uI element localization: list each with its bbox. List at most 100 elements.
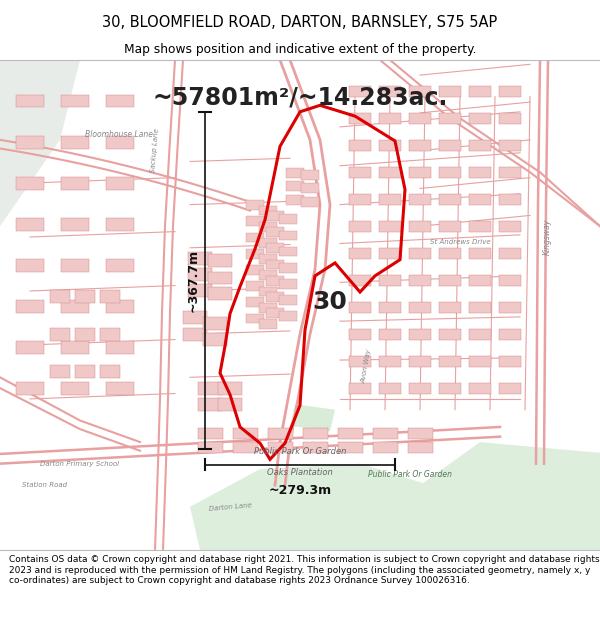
Bar [379,113,401,124]
Bar [499,329,521,339]
Bar [409,86,431,97]
Bar [409,140,431,151]
Bar [301,170,319,180]
Bar [469,302,491,312]
Bar [469,248,491,259]
Bar [259,222,277,232]
Bar [373,428,398,439]
Bar [50,328,70,341]
Bar [301,183,319,192]
Bar [337,442,362,453]
Text: ~57801m²/~14.283ac.: ~57801m²/~14.283ac. [152,86,448,110]
Bar [259,254,277,264]
Bar [469,356,491,366]
Bar [379,221,401,232]
Bar [302,442,328,453]
Bar [499,167,521,177]
Bar [349,113,371,124]
Bar [106,259,134,271]
Bar [499,140,521,151]
Bar [409,275,431,286]
Bar [16,217,44,231]
Bar [439,329,461,339]
Bar [218,382,242,394]
Bar [349,302,371,312]
Text: 30: 30 [313,290,347,314]
Bar [100,290,120,303]
Bar [279,214,297,224]
Bar [203,317,227,330]
Text: Oaks Plantation: Oaks Plantation [267,468,333,477]
Bar [439,86,461,97]
Bar [198,398,222,411]
Bar [259,271,277,280]
Bar [409,167,431,177]
Bar [409,194,431,204]
Bar [407,428,433,439]
Bar [61,94,89,108]
Bar [50,366,70,378]
Bar [16,259,44,271]
Bar [16,382,44,394]
Bar [16,299,44,312]
Text: St Andrews Drive: St Andrews Drive [430,239,491,246]
Bar [379,275,401,286]
Bar [469,167,491,177]
Bar [246,232,264,242]
Bar [246,314,264,323]
Bar [208,254,232,268]
Bar [409,382,431,394]
Bar [266,308,284,318]
Polygon shape [190,464,430,550]
Bar [188,252,212,265]
Bar [75,366,95,378]
Bar [197,428,223,439]
Bar [259,319,277,329]
Bar [409,329,431,339]
Bar [246,298,264,307]
Bar [349,194,371,204]
Bar [439,302,461,312]
Bar [279,263,297,272]
Bar [246,281,264,291]
Bar [106,94,134,108]
Bar [439,167,461,177]
Bar [439,382,461,394]
Bar [266,211,284,221]
Bar [337,428,362,439]
Bar [301,197,319,207]
Bar [61,259,89,271]
Bar [409,248,431,259]
Text: Public Park Or Garden: Public Park Or Garden [368,470,452,479]
Bar [286,181,304,191]
Bar [246,200,264,210]
Bar [16,341,44,354]
Text: Kingsway: Kingsway [542,219,551,255]
Bar [469,221,491,232]
Bar [499,86,521,97]
Bar [439,275,461,286]
Text: Sackup Lane: Sackup Lane [150,128,160,173]
Bar [379,329,401,339]
Bar [259,303,277,312]
Bar [188,268,212,281]
Bar [469,329,491,339]
Bar [349,329,371,339]
Bar [218,398,242,411]
Bar [469,194,491,204]
Bar [259,206,277,216]
Bar [469,113,491,124]
Polygon shape [0,60,80,140]
Bar [188,284,212,298]
Bar [349,275,371,286]
Text: Station Road: Station Road [22,482,67,488]
Bar [379,194,401,204]
Text: ~279.3m: ~279.3m [268,484,332,497]
Bar [499,382,521,394]
Bar [106,299,134,312]
Bar [266,228,284,237]
Bar [469,382,491,394]
Bar [279,311,297,321]
Bar [279,231,297,240]
Text: Map shows position and indicative extent of the property.: Map shows position and indicative extent… [124,43,476,56]
